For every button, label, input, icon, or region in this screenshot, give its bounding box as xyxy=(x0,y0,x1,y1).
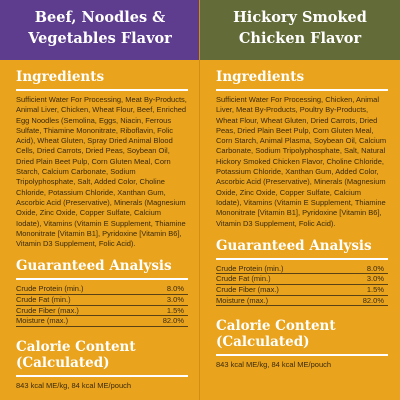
analysis-value: 1.5% xyxy=(366,285,384,295)
ingredients-text: Sufficient Water For Processing, Meat By… xyxy=(16,95,187,249)
analysis-label: Crude Fat (min.) xyxy=(16,295,71,305)
calorie-heading-line: (Calculated) xyxy=(16,354,110,371)
ingredients-heading: Ingredients xyxy=(216,69,305,85)
analysis-value: 3.0% xyxy=(166,295,184,305)
calorie-content-text: 843 kcal ME/kg, 84 kcal ME/pouch xyxy=(216,360,332,370)
section-divider xyxy=(216,89,388,91)
column-body: Ingredients Sufficient Water For Process… xyxy=(200,69,400,370)
analysis-row: Crude Protein (min.) 8.0% xyxy=(16,284,188,296)
analysis-value: 8.0% xyxy=(366,263,384,273)
flavor-header: Beef, Noodles & Vegetables Flavor xyxy=(0,0,200,60)
section-divider xyxy=(16,278,188,281)
guaranteed-analysis-heading: Guaranteed Analysis xyxy=(16,258,172,275)
calorie-heading-line: Calorie Content xyxy=(216,318,336,335)
analysis-row: Crude Protein (min.) 8.0% xyxy=(216,264,388,275)
analysis-row: Crude Fat (min.) 3.0% xyxy=(216,274,388,286)
analysis-row: Crude Fiber (max.) 1.5% xyxy=(216,285,388,296)
ingredients-heading: Ingredients xyxy=(16,69,105,85)
analysis-label: Moisture (max.) xyxy=(16,316,69,326)
analysis-value: 1.5% xyxy=(166,305,184,315)
analysis-label: Crude Fat (min.) xyxy=(216,274,271,284)
analysis-label: Crude Protein (min.) xyxy=(16,284,84,294)
section-divider xyxy=(216,354,388,357)
calorie-heading-line: (Calculated) xyxy=(216,334,310,351)
column-body: Ingredients Sufficient Water For Process… xyxy=(0,69,200,391)
calorie-content-heading: Calorie Content (Calculated) xyxy=(216,318,388,350)
analysis-label: Crude Protein (min.) xyxy=(216,263,284,273)
analysis-value: 82.0% xyxy=(162,316,184,326)
flavor-header: Hickory Smoked Chicken Flavor xyxy=(200,0,400,60)
column-hickory-chicken: Hickory Smoked Chicken Flavor Ingredient… xyxy=(200,0,400,400)
analysis-row: Crude Fiber (max.) 1.5% xyxy=(16,306,188,317)
analysis-label: Moisture (max.) xyxy=(216,295,269,305)
column-beef-noodles: Beef, Noodles & Vegetables Flavor Ingred… xyxy=(0,0,200,391)
calorie-content-heading: Calorie Content (Calculated) xyxy=(16,339,188,371)
column-divider xyxy=(199,0,200,400)
analysis-value: 3.0% xyxy=(366,274,384,284)
flavor-header-line: Hickory Smoked xyxy=(233,9,367,26)
ingredients-text: Sufficient Water For Processing, Chicken… xyxy=(216,95,387,228)
flavor-header-line: Chicken Flavor xyxy=(238,30,362,47)
calorie-content-text: 843 kcal ME/kg, 84 kcal ME/pouch xyxy=(16,380,132,390)
section-divider xyxy=(16,374,188,377)
analysis-table: Crude Protein (min.) 8.0% Crude Fat (min… xyxy=(216,264,388,307)
flavor-header-line: Beef, Noodles & xyxy=(34,9,166,26)
analysis-value: 82.0% xyxy=(362,295,384,305)
analysis-row: Moisture (max.) 82.0% xyxy=(16,316,188,327)
section-divider xyxy=(216,257,388,260)
section-divider xyxy=(16,89,188,91)
analysis-table: Crude Protein (min.) 8.0% Crude Fat (min… xyxy=(16,284,188,327)
analysis-label: Crude Fiber (max.) xyxy=(16,305,79,315)
analysis-label: Crude Fiber (max.) xyxy=(216,285,279,295)
analysis-row: Crude Fat (min.) 3.0% xyxy=(16,295,188,306)
guaranteed-analysis-heading: Guaranteed Analysis xyxy=(216,237,372,254)
flavor-header-line: Vegetables Flavor xyxy=(28,30,172,47)
analysis-row: Moisture (max.) 82.0% xyxy=(216,296,388,307)
calorie-heading-line: Calorie Content xyxy=(16,338,136,355)
analysis-value: 8.0% xyxy=(166,284,184,294)
